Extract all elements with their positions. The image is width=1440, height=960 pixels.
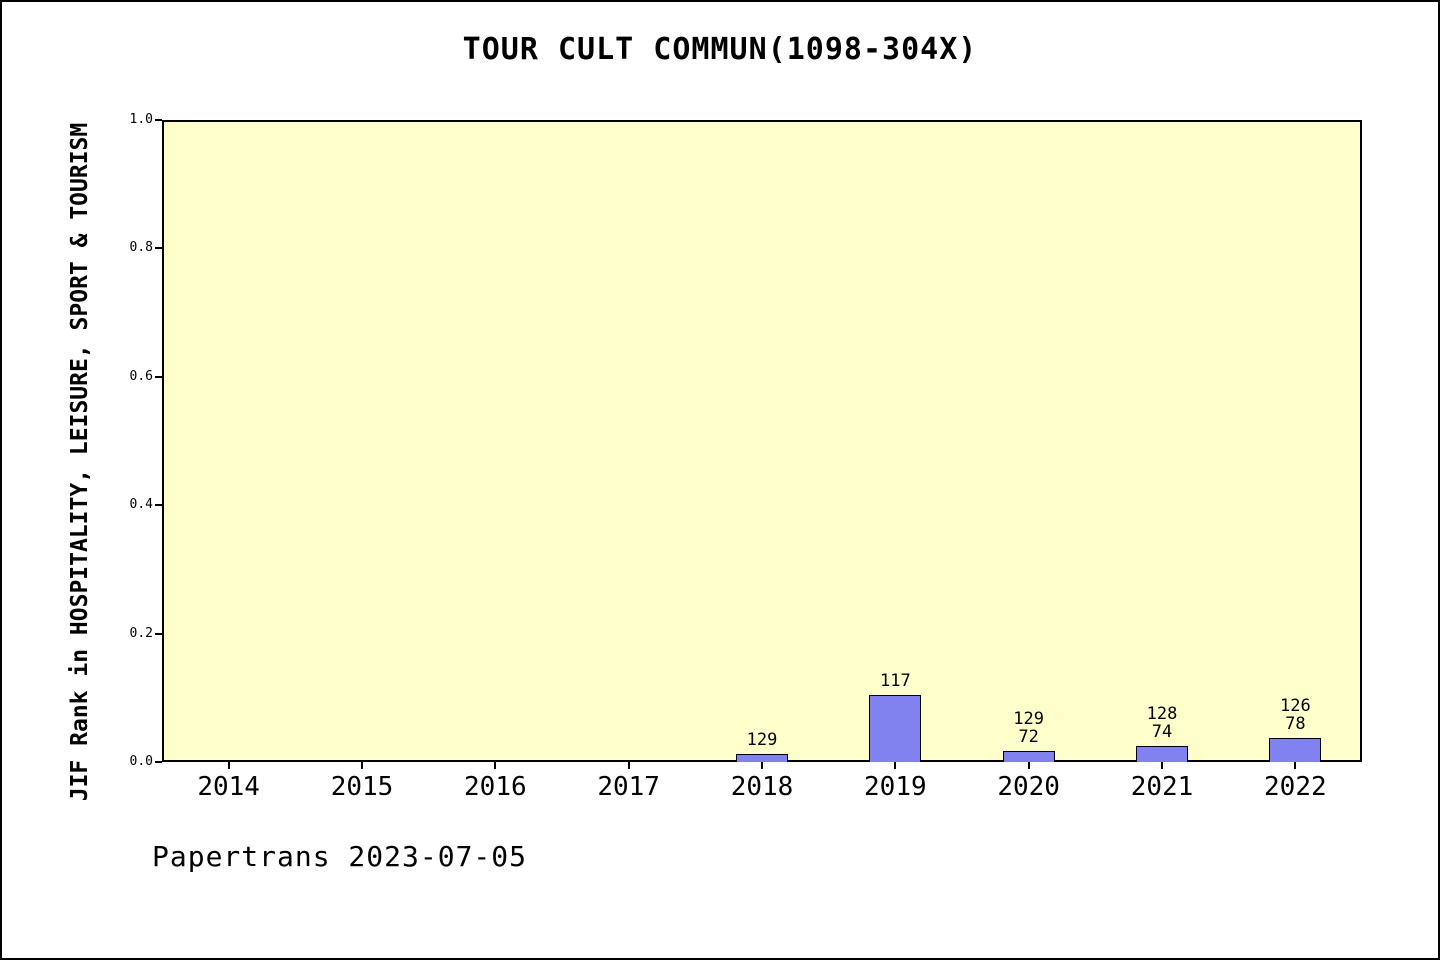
- bar-value-line: 72: [1018, 727, 1039, 748]
- bar-2021: [1136, 745, 1188, 762]
- y-axis-tick-label: 1.0: [129, 112, 153, 127]
- x-axis-tick-label: 2019: [864, 772, 927, 802]
- bar-label-2022: 126 78: [1225, 697, 1365, 733]
- x-axis-tick-label: 2014: [197, 772, 260, 802]
- bar-2020: [1002, 751, 1055, 762]
- plot-area: [162, 120, 1362, 762]
- y-axis-tick-label: 0.8: [129, 240, 153, 256]
- x-axis-tick-label: 2020: [997, 772, 1060, 802]
- bar-value-line: 78: [1285, 713, 1306, 734]
- bar-label-2018: 129: [692, 731, 832, 749]
- bar-label-2019: 117: [825, 672, 965, 690]
- x-axis-tick: [1161, 762, 1163, 769]
- bar-2022: [1269, 737, 1322, 762]
- x-axis-tick: [1027, 762, 1030, 769]
- x-axis-tick-label: 2016: [464, 772, 527, 802]
- bar-value-line: 117: [879, 670, 911, 691]
- x-axis-tick: [1294, 762, 1297, 769]
- bar-value-line: 129: [1013, 709, 1045, 730]
- bar-label-2021: 128 74: [1092, 705, 1232, 741]
- x-axis-tick: [227, 762, 230, 769]
- y-axis-tick-label: 0.4: [129, 497, 153, 513]
- bar-2018: [736, 754, 788, 762]
- x-axis-tick: [494, 762, 497, 769]
- y-axis-label: JIF Rank in HOSPITALITY, LEISURE, SPORT …: [67, 122, 93, 802]
- x-axis-tick: [761, 762, 763, 769]
- x-axis-tick-label: 2015: [330, 772, 394, 802]
- chart-area: 0.0 0.2 0.4 0.6 0.8 1.0 2014 2015 2016 2017 2018 20…: [130, 112, 1365, 802]
- x-axis-tick: [894, 762, 897, 769]
- bar-value-line: 129: [746, 730, 778, 751]
- x-axis-tick-label: 2017: [597, 772, 660, 802]
- x-axis-tick-label: 2021: [1130, 772, 1194, 802]
- bar-value-line: 126: [1279, 695, 1311, 716]
- y-axis-tick: [155, 375, 162, 378]
- bar-label-2020: 129 72: [959, 710, 1099, 746]
- chart-title: TOUR CULT COMMUN(1098-304X): [462, 32, 978, 67]
- y-axis-tick: [155, 761, 162, 763]
- bar-value-line: 128: [1146, 703, 1178, 724]
- bar-value-line: 74: [1151, 721, 1173, 742]
- y-axis-tick: [155, 119, 162, 121]
- y-axis-tick: [155, 247, 162, 250]
- x-axis-tick: [361, 762, 363, 769]
- footer-text: Papertrans 2023-07-05: [152, 840, 528, 873]
- x-axis-tick: [627, 762, 630, 769]
- y-axis-tick-label: 0.6: [129, 368, 153, 384]
- y-axis-tick-label: 0.0: [129, 754, 153, 769]
- bar-2019: [869, 694, 922, 762]
- y-axis-tick: [155, 632, 162, 635]
- x-axis-tick-label: 2018: [730, 772, 794, 802]
- x-axis-tick-label: 2022: [1264, 772, 1327, 802]
- y-axis-tick-label: 0.2: [129, 625, 153, 641]
- y-axis-tick: [155, 504, 162, 507]
